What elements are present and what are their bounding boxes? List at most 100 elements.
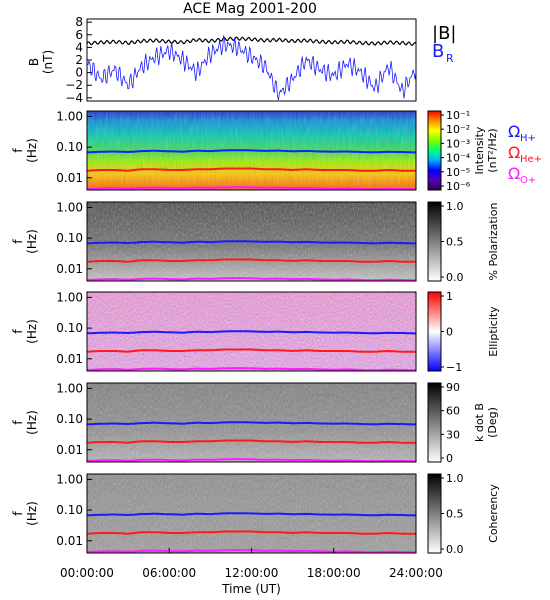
- gyrofrequency-legend: Ω H+Ω He+Ω O+: [508, 122, 542, 186]
- gyro-legend-symbol: Ω: [508, 143, 520, 162]
- freq-unit: (Hz): [25, 319, 39, 344]
- colorbar-tick-label: −1: [446, 361, 462, 374]
- b-ytick-label: −2: [65, 78, 83, 92]
- colorbar-label: Intensity: [473, 126, 486, 174]
- time-tick-label: 24:00:00: [389, 566, 443, 580]
- gyro-line-Oplus: [86, 366, 416, 372]
- freq-tick-label: 1.00: [56, 381, 83, 395]
- gyro-legend-ion: H+: [520, 133, 536, 144]
- gyro-legend-symbol: Ω: [508, 164, 520, 183]
- gyro-legend-symbol: Ω: [508, 122, 520, 141]
- colorbar-tick-label: 10⁻⁶: [446, 180, 471, 193]
- time-tick-label: 00:00:00: [60, 566, 114, 580]
- b-ytick-label: 0: [75, 66, 83, 80]
- freq-tick-label: 0.10: [56, 231, 83, 245]
- gyro-line-Heplus: [86, 167, 416, 172]
- freq-tick-label: 1.00: [56, 290, 83, 304]
- time-tick-label: 06:00:00: [142, 566, 196, 580]
- panel-frame: [86, 291, 417, 372]
- freq-label: f: [11, 148, 25, 153]
- colorbar-label: Ellipticity: [487, 306, 500, 357]
- series-line-b-magnitude: [86, 36, 417, 47]
- panel-kdotb: 1.00 0.10 0.01 f (Hz) 90 60 30 0 k dot B (Deg): [11, 381, 499, 465]
- freq-unit: (Hz): [25, 501, 39, 526]
- gyro-line-Oplus: [86, 276, 416, 282]
- colorbar-tick-label: 90: [446, 381, 460, 394]
- legend-b-radial-sub: R: [446, 52, 454, 65]
- time-axis-label: Time (UT): [221, 582, 281, 596]
- panel-frame: [86, 110, 417, 191]
- b-ytick-label: 8: [75, 15, 83, 29]
- figure-title: ACE Mag 2001-200: [183, 1, 317, 17]
- time-tick-label: 12:00:00: [225, 566, 279, 580]
- freq-label: f: [11, 511, 25, 516]
- colorbar-ellipticity: [427, 291, 442, 372]
- gyro-line-Hplus: [87, 512, 416, 517]
- colorbar-tick-label: 0: [446, 326, 453, 339]
- freq-tick-label: 0.01: [56, 443, 83, 457]
- panel-polarization: 1.00 0.10 0.01 f (Hz) 1.0 0.5 0.0 % Polarization: [11, 200, 500, 284]
- colorbar-tick-label: 0.5: [446, 508, 464, 521]
- colorbar-kdotb: [427, 382, 442, 463]
- colorbar-polarization: [427, 201, 442, 282]
- freq-tick-label: 0.01: [56, 352, 83, 366]
- colorbar-tick-label: 1.0: [446, 472, 464, 485]
- freq-label: f: [11, 420, 25, 425]
- gyro-legend-ion: He+: [520, 154, 542, 165]
- gyro-line-Oplus: [86, 457, 416, 463]
- colorbar-intensity: [427, 110, 442, 191]
- freq-label: f: [11, 239, 25, 244]
- freq-tick-label: 0.10: [56, 321, 83, 335]
- colorbar-tick-label: 0.5: [446, 236, 464, 249]
- freq-tick-label: 0.10: [56, 412, 83, 426]
- b-yunit: (nT): [41, 50, 55, 74]
- gyro-line-Heplus: [86, 258, 416, 263]
- colorbar-tick-label: 10⁻¹: [446, 109, 470, 122]
- colorbar-tick-label: 1: [446, 290, 453, 303]
- panel-frame: [86, 382, 417, 463]
- colorbar-unit: (nT²/Hz): [486, 128, 499, 172]
- colorbar-tick-label: 60: [446, 405, 460, 418]
- gyro-line-Heplus: [86, 348, 416, 353]
- legend-b-radial: B: [432, 41, 444, 62]
- colorbar-tick-label: 30: [446, 428, 460, 441]
- b-ytick-label: 6: [75, 28, 83, 42]
- spectrogram-panels: 1.000.100.01f (Hz)10⁻¹10⁻²10⁻³10⁻⁴10⁻⁵10⁻…: [11, 109, 500, 556]
- panel-frame: [86, 201, 417, 282]
- time-axis: 00:00:00 06:00:00 12:00:00 18:00:00 24:00:00…: [60, 548, 443, 596]
- colorbar-label: % Polarization: [487, 203, 500, 281]
- freq-tick-label: 1.00: [56, 472, 83, 486]
- panel-intensity: 1.00 0.10 0.01 f (Hz) 10⁻¹10⁻²10⁻³ 10⁻⁴10⁻⁵10⁻…: [11, 109, 499, 193]
- colorbar-tick-label: 1.0: [446, 200, 464, 213]
- gyro-line-Hplus: [87, 149, 416, 154]
- gyro-line-Hplus: [87, 330, 416, 335]
- freq-tick-label: 1.00: [56, 200, 83, 214]
- gyro-legend-ion: O+: [520, 175, 536, 186]
- freq-tick-label: 0.01: [56, 534, 83, 548]
- colorbar-tick-label: 10⁻²: [446, 123, 470, 136]
- colorbar-label: Coherency: [487, 484, 500, 543]
- colorbar-tick-label: 0.0: [446, 271, 464, 284]
- colorbar-tick-label: 10⁻⁴: [446, 152, 471, 165]
- b-ytick-label: −4: [65, 91, 83, 105]
- freq-tick-label: 0.01: [56, 262, 83, 276]
- colorbar-tick-label: 10⁻⁵: [446, 166, 470, 179]
- freq-tick-label: 0.10: [56, 140, 83, 154]
- colorbar-unit: (Deg): [486, 407, 499, 438]
- gyro-line-Hplus: [87, 421, 416, 426]
- freq-label: f: [11, 329, 25, 334]
- panel-ellipticity: 1.00 0.10 0.01 f (Hz) 1 0 −1 Ellipticity: [11, 290, 500, 374]
- freq-tick-label: 1.00: [56, 109, 83, 123]
- gyro-line-Hplus: [87, 240, 416, 245]
- colorbar-label: k dot B: [473, 403, 486, 442]
- b-ylabel: B: [27, 58, 41, 66]
- legend-b-magnitude: |B|: [432, 23, 456, 44]
- b-ytick-label: 4: [75, 40, 83, 54]
- time-tick-label: 18:00:00: [307, 566, 361, 580]
- freq-unit: (Hz): [25, 229, 39, 254]
- colorbar-tick-label: 10⁻³: [446, 137, 470, 150]
- colorbar-tick-label: 0.0: [446, 543, 464, 556]
- colorbar-tick-label: 0: [446, 452, 453, 465]
